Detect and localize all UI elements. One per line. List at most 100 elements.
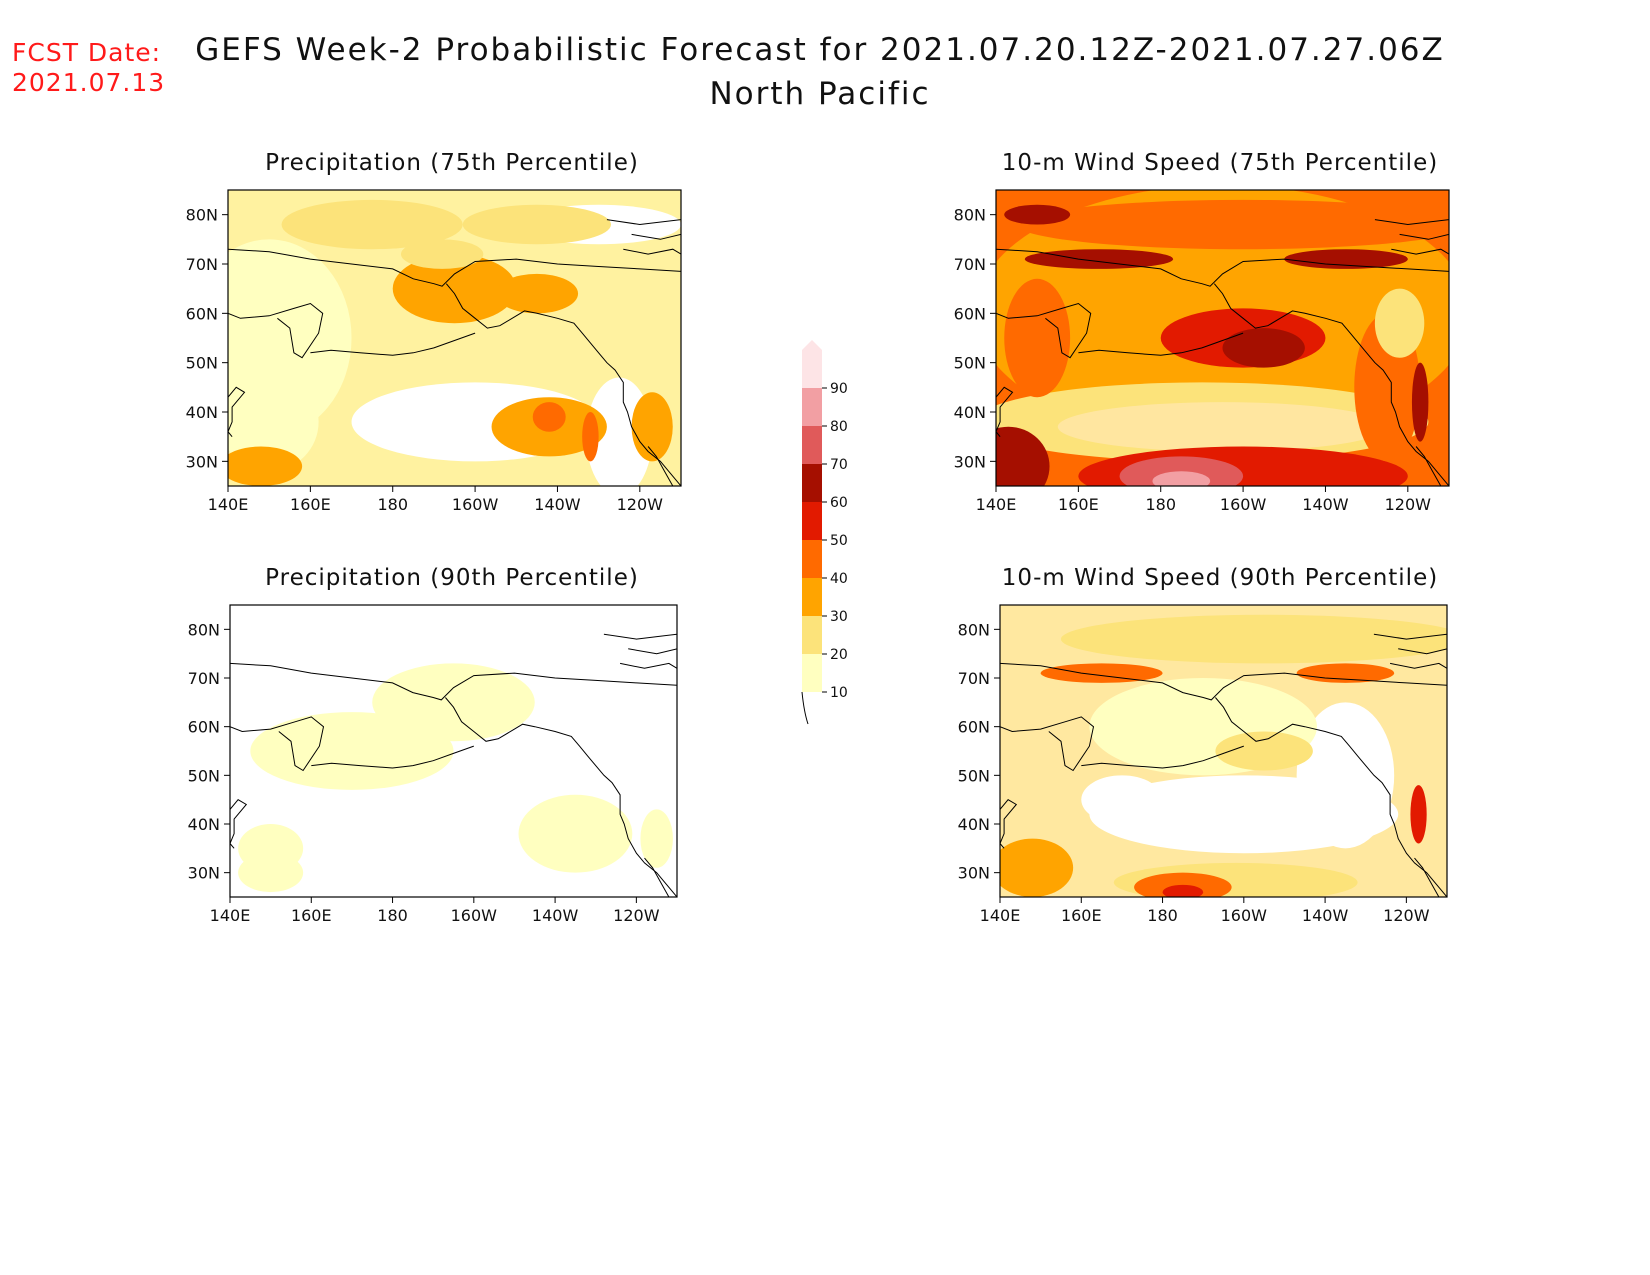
colorbar-swatch: [802, 654, 822, 692]
shaded-area: [996, 426, 1050, 486]
coastline: [228, 248, 681, 287]
colorbar-tick-label: 70: [830, 457, 848, 473]
lon-tick-label: 120W: [1385, 495, 1432, 514]
lat-tick-label: 30N: [188, 864, 220, 883]
shaded-area: [1061, 614, 1447, 664]
lon-tick-label: 140W: [1302, 495, 1349, 514]
shaded-area: [582, 412, 599, 462]
lon-tick-label: 120W: [617, 495, 664, 514]
shaded-area: [238, 824, 304, 873]
panel-title-wind90: 10-m Wind Speed (90th Percentile): [1001, 565, 1439, 591]
shaded-area: [250, 712, 454, 790]
colorbar-tick-label: 40: [830, 571, 848, 587]
shaded-area: [228, 372, 319, 472]
colorbar-cap-top: [802, 340, 822, 350]
colorbar-cap-bottom: [801, 691, 809, 725]
map-frame: [227, 189, 682, 487]
shaded-area: [1057, 402, 1388, 452]
lat-tick-label: 60N: [188, 718, 220, 737]
coastline: [1414, 857, 1440, 897]
map-frame: [229, 604, 678, 898]
shaded-area: [1162, 884, 1204, 897]
region-title: North Pacific: [709, 76, 931, 112]
coastline: [996, 302, 1092, 359]
colorbar-tick-label: 30: [830, 609, 848, 625]
lat-tick-label: 40N: [186, 403, 218, 422]
lon-tick-label: 120W: [1383, 906, 1430, 925]
lat-tick-label: 30N: [954, 452, 986, 471]
shaded-area: [1004, 278, 1071, 398]
coastline: [1399, 233, 1449, 240]
lat-tick-label: 80N: [958, 620, 990, 639]
colorbar-tick-label: 20: [830, 647, 848, 663]
shaded-area: [640, 809, 673, 868]
colorbar-swatch: [802, 388, 822, 426]
map-frame: [999, 604, 1448, 898]
shaded-area: [518, 794, 633, 873]
lat-tick-label: 80N: [188, 620, 220, 639]
coastline: [230, 716, 325, 772]
precip75-map: 80N 70N 60N 50N 40N 30N 140E 160E 180 160W 140W 120…: [186, 189, 682, 514]
lat-tick-label: 70N: [958, 669, 990, 688]
coastline: [628, 648, 677, 655]
lon-tick-label: 160E: [1061, 906, 1102, 925]
colorbar: 10 20 30 40 50 60 70 80 90: [801, 340, 848, 725]
panel-title-precip75: Precipitation (75th Percentile): [265, 150, 639, 176]
coastline: [1391, 248, 1449, 255]
shaded-area: [1040, 663, 1163, 683]
shaded-area: [1222, 328, 1305, 368]
colorbar-swatch: [802, 502, 822, 540]
coastline: [1398, 648, 1447, 655]
lon-tick-label: 180: [377, 906, 408, 925]
lon-tick-label: 160W: [452, 495, 499, 514]
shaded-area: [392, 254, 517, 324]
shaded-area: [1081, 775, 1163, 824]
lon-tick-label: 140E: [208, 495, 249, 514]
colorbar-tick-label: 90: [830, 381, 848, 397]
lat-tick-label: 60N: [958, 718, 990, 737]
colorbar-tick-label: 80: [830, 419, 848, 435]
coastline: [1000, 662, 1447, 701]
lon-tick-label: 160W: [1220, 495, 1267, 514]
wind90-map: 80N 70N 60N 50N 40N 30N 140E 160E 180 160W 140W 120…: [958, 604, 1448, 925]
coastline: [1213, 283, 1449, 486]
lon-tick-label: 160E: [1058, 495, 1099, 514]
colorbar-tick-label: 50: [830, 533, 848, 549]
forecast-date-label: FCST Date:: [12, 38, 162, 67]
lat-tick-label: 40N: [954, 403, 986, 422]
coastline: [996, 386, 1014, 438]
shaded-area: [281, 199, 463, 250]
lon-tick-label: 160E: [290, 495, 331, 514]
colorbar-swatch: [802, 350, 822, 388]
coastline: [445, 283, 681, 486]
page-title: GEFS Week-2 Probabilistic Forecast for 2…: [195, 32, 1445, 68]
coastline: [606, 219, 681, 226]
lon-tick-label: 140W: [534, 495, 581, 514]
coastline: [603, 633, 677, 640]
lat-tick-label: 80N: [954, 206, 986, 225]
coastline: [311, 745, 474, 769]
shaded-area: [1000, 838, 1074, 897]
shaded-area: [1374, 288, 1425, 358]
lat-tick-label: 40N: [958, 815, 990, 834]
shaded-area: [495, 273, 579, 314]
shaded-area: [586, 377, 653, 486]
coastline: [644, 857, 670, 897]
lat-tick-label: 40N: [188, 815, 220, 834]
lon-tick-label: 140E: [980, 906, 1021, 925]
lat-tick-label: 50N: [186, 354, 218, 373]
coastline: [1000, 716, 1095, 772]
colorbar-tick-label: 60: [830, 495, 848, 511]
colorbar-swatch: [802, 540, 822, 578]
lon-tick-label: 160W: [451, 906, 498, 925]
coastline: [1374, 219, 1449, 226]
shaded-area: [1016, 199, 1449, 250]
shaded-area: [1410, 785, 1427, 844]
coastline: [1373, 633, 1447, 640]
shaded-area: [1215, 731, 1313, 771]
shaded-area: [532, 402, 566, 432]
forecast-date: FCST Date: 2021.07.13: [12, 38, 165, 98]
lon-tick-label: 180: [1147, 906, 1178, 925]
forecast-date-value: 2021.07.13: [12, 68, 166, 97]
shaded-area: [462, 204, 611, 245]
